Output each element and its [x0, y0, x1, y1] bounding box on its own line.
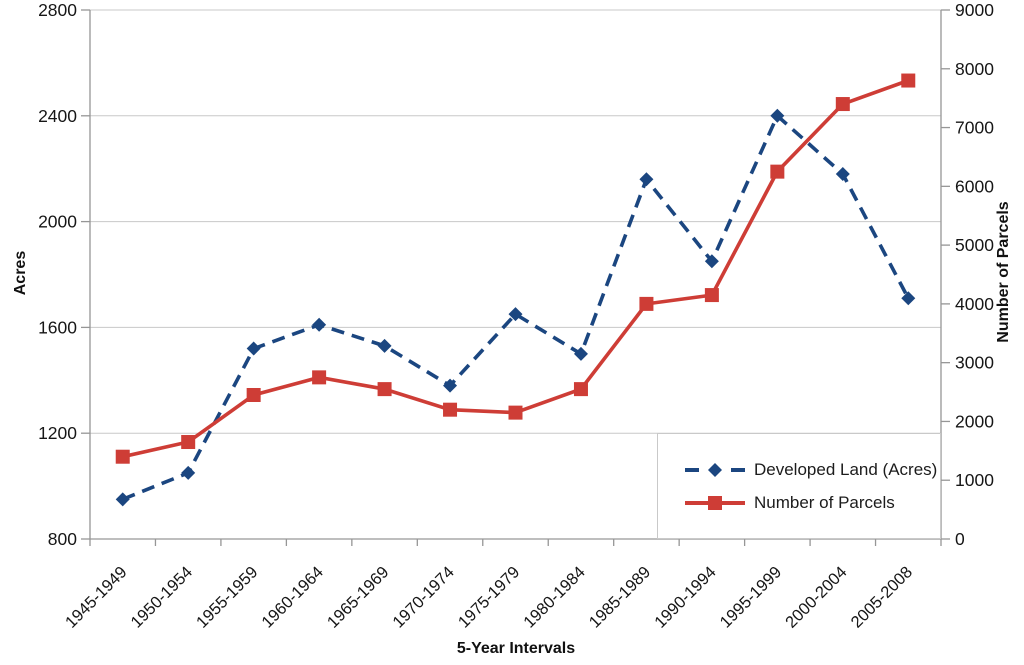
y-axis-right-tick-label: 2000 — [955, 411, 994, 431]
x-axis-tick-label: 1945-1949 — [62, 563, 131, 632]
x-axis-tick-label: 1990-1994 — [651, 563, 720, 632]
legend-sample-solid-square — [685, 495, 745, 510]
y-axis-right-tick-label: 9000 — [955, 0, 994, 20]
x-axis-tick-label: 2005-2008 — [848, 563, 917, 632]
marker-diamond — [573, 346, 588, 361]
y-axis-right-tick-label: 8000 — [955, 59, 994, 79]
marker-diamond — [377, 338, 392, 353]
y-axis-left-tick-label: 2800 — [38, 0, 77, 20]
y-axis-right-tick-label: 7000 — [955, 118, 994, 138]
x-axis-tick-label: 1995-1999 — [717, 563, 786, 632]
x-axis-tick-label: 1955-1959 — [193, 563, 262, 632]
y-axis-right-tick-label: 3000 — [955, 353, 994, 373]
x-axis-title: 5-Year Intervals — [456, 640, 576, 657]
legend-entry-number-of-parcels: Number of Parcels — [684, 493, 940, 513]
marker-square — [443, 402, 458, 417]
x-axis-tick-label: 1960-1964 — [258, 563, 327, 632]
marker-square — [770, 164, 785, 179]
y-axis-right-tick-label: 0 — [955, 529, 965, 549]
legend-entry-developed-land: Developed Land (Acres) — [684, 460, 940, 480]
marker-square — [377, 382, 392, 397]
marker-diamond — [704, 254, 719, 269]
y-axis-left-tick-label: 1600 — [38, 317, 77, 337]
marker-diamond — [312, 317, 327, 332]
legend: Developed Land (Acres) Number of Parcels — [657, 433, 941, 539]
legend-sample-dashed-diamond — [685, 462, 745, 477]
x-axis-tick-label: 1970-1974 — [389, 563, 458, 632]
y-axis-right-tick-label: 4000 — [955, 294, 994, 314]
marker-diamond — [508, 307, 523, 322]
marker-diamond — [181, 465, 196, 480]
legend-label-number-of-parcels: Number of Parcels — [754, 492, 895, 512]
marker-diamond — [901, 291, 916, 306]
x-axis-tick-label: 1965-1969 — [324, 563, 393, 632]
y-axis-right-tick-label: 6000 — [955, 176, 994, 196]
marker-diamond — [115, 492, 130, 507]
marker-square — [508, 405, 523, 420]
x-axis-tick-label: 1975-1979 — [455, 563, 524, 632]
marker-square — [901, 73, 916, 88]
y-axis-left-tick-label: 1200 — [38, 423, 77, 443]
y-axis-right-tick-label: 5000 — [955, 235, 994, 255]
y-axis-title-right: Number of Parcels — [995, 201, 1012, 343]
series-line-number-of-parcels — [122, 78, 909, 459]
marker-diamond — [835, 166, 850, 181]
marker-diamond — [639, 172, 654, 187]
marker-square — [246, 387, 261, 402]
legend-label-developed-land: Developed Land (Acres) — [754, 459, 938, 479]
y-axis-title-left: Acres — [12, 250, 29, 296]
x-axis-tick-label: 1980-1984 — [520, 563, 589, 632]
marker-diamond — [770, 108, 785, 123]
marker-diamond — [246, 341, 261, 356]
y-axis-left-tick-label: 2400 — [38, 106, 77, 126]
y-axis-left-tick-label: 800 — [48, 529, 77, 549]
marker-square — [115, 449, 130, 464]
x-axis-tick-label: 1985-1989 — [586, 563, 655, 632]
marker-square — [573, 382, 588, 397]
x-axis-tick-label: 1950-1954 — [127, 563, 196, 632]
marker-diamond — [443, 378, 458, 393]
marker-square — [181, 435, 196, 450]
y-axis-left-tick-label: 2000 — [38, 212, 77, 232]
marker-square — [312, 370, 327, 385]
y-axis-right-tick-label: 1000 — [955, 470, 994, 490]
x-axis-tick-label: 2000-2004 — [782, 563, 851, 632]
marker-square — [639, 296, 654, 311]
marker-square — [704, 288, 719, 303]
marker-square — [835, 97, 850, 112]
